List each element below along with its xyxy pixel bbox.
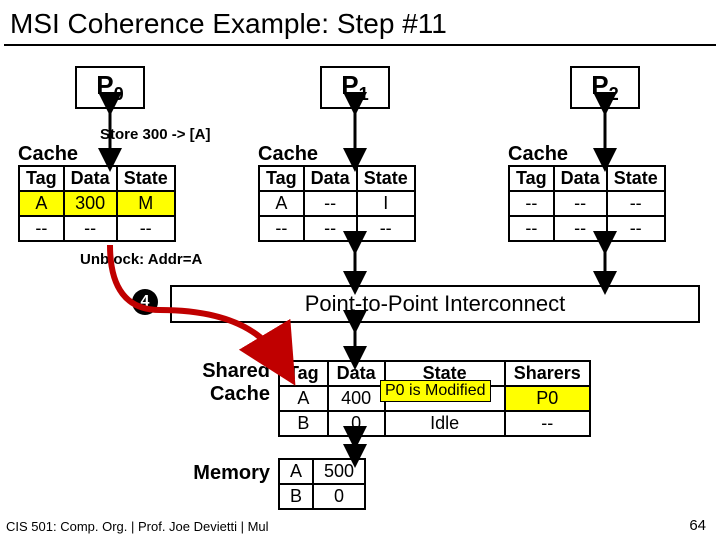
mem-r0-b: 500 [313, 459, 365, 484]
p1-cache-table: Tag Data State A -- I -- -- -- [258, 165, 416, 242]
page-number: 64 [689, 517, 706, 534]
memory-table: A 500 B 0 [278, 458, 366, 510]
p1-r1-tag: -- [259, 216, 304, 241]
proc-p0-sub: 0 [114, 84, 124, 104]
cache-label-2: Cache [508, 143, 568, 166]
sc-th-tag: Tag [279, 361, 328, 386]
proc-p2-box: P2 [570, 66, 640, 109]
p2-r0-tag: -- [509, 191, 554, 216]
p1-r1-state: -- [357, 216, 415, 241]
proc-p0-box: P0 [75, 66, 145, 109]
p2-th-state: State [607, 166, 665, 191]
p1-th-tag: Tag [259, 166, 304, 191]
cache-label-0: Cache [18, 143, 78, 166]
p0-cache-table: Tag Data State A 300 M -- -- -- [18, 165, 176, 242]
p1-r1-data: -- [304, 216, 357, 241]
p1-r0-tag: A [259, 191, 304, 216]
p1-r0-data: -- [304, 191, 357, 216]
mem-r1-b: 0 [313, 484, 365, 509]
step-badge: 4 [132, 289, 158, 315]
p0-r1-data: -- [64, 216, 117, 241]
mem-r0-a: A [279, 459, 313, 484]
p2-r1-state: -- [607, 216, 665, 241]
sc-th-sharers: Sharers [505, 361, 590, 386]
sc-state-overlay: P0 is Modified [380, 380, 491, 402]
sc-r1-state: Idle [385, 411, 505, 436]
interconnect-label: Point-to-Point Interconnect [305, 291, 565, 316]
p0-r0-data: 300 [64, 191, 117, 216]
p1-th-data: Data [304, 166, 357, 191]
proc-p0-label: P [96, 70, 113, 100]
unblock-annotation: Unblock: Addr=A [80, 251, 202, 268]
p2-th-tag: Tag [509, 166, 554, 191]
p0-r0-tag: A [19, 191, 64, 216]
sc-r1-tag: B [279, 411, 328, 436]
p1-th-state: State [357, 166, 415, 191]
proc-p2-sub: 2 [609, 84, 619, 104]
slide-title: MSI Coherence Example: Step #11 [10, 8, 447, 40]
sc-r0-sharers: P0 [505, 386, 590, 411]
p0-r0-state: M [117, 191, 175, 216]
interconnect-box: Point-to-Point Interconnect [170, 285, 700, 323]
p2-th-data: Data [554, 166, 607, 191]
proc-p2-label: P [591, 70, 608, 100]
p2-cache-table: Tag Data State -- -- -- -- -- -- [508, 165, 666, 242]
proc-p1-sub: 1 [359, 84, 369, 104]
memory-label: Memory [130, 462, 270, 485]
p0-th-data: Data [64, 166, 117, 191]
proc-p1-label: P [341, 70, 358, 100]
shared-cache-label: SharedCache [130, 360, 270, 406]
p2-r0-data: -- [554, 191, 607, 216]
cache-label-1: Cache [258, 143, 318, 166]
p0-th-tag: Tag [19, 166, 64, 191]
p2-r0-state: -- [607, 191, 665, 216]
sc-r0-data: 400 [328, 386, 385, 411]
store-annotation: Store 300 -> [A] [100, 126, 210, 143]
p0-r1-tag: -- [19, 216, 64, 241]
p0-th-state: State [117, 166, 175, 191]
p2-r1-data: -- [554, 216, 607, 241]
mem-r1-a: B [279, 484, 313, 509]
slide-footer: CIS 501: Comp. Org. | Prof. Joe Devietti… [6, 519, 269, 534]
sc-th-data: Data [328, 361, 385, 386]
p1-r0-state: I [357, 191, 415, 216]
p0-r1-state: -- [117, 216, 175, 241]
title-underline [4, 44, 716, 46]
sc-r1-sharers: -- [505, 411, 590, 436]
p2-r1-tag: -- [509, 216, 554, 241]
sc-r0-tag: A [279, 386, 328, 411]
proc-p1-box: P1 [320, 66, 390, 109]
sc-r1-data: 0 [328, 411, 385, 436]
